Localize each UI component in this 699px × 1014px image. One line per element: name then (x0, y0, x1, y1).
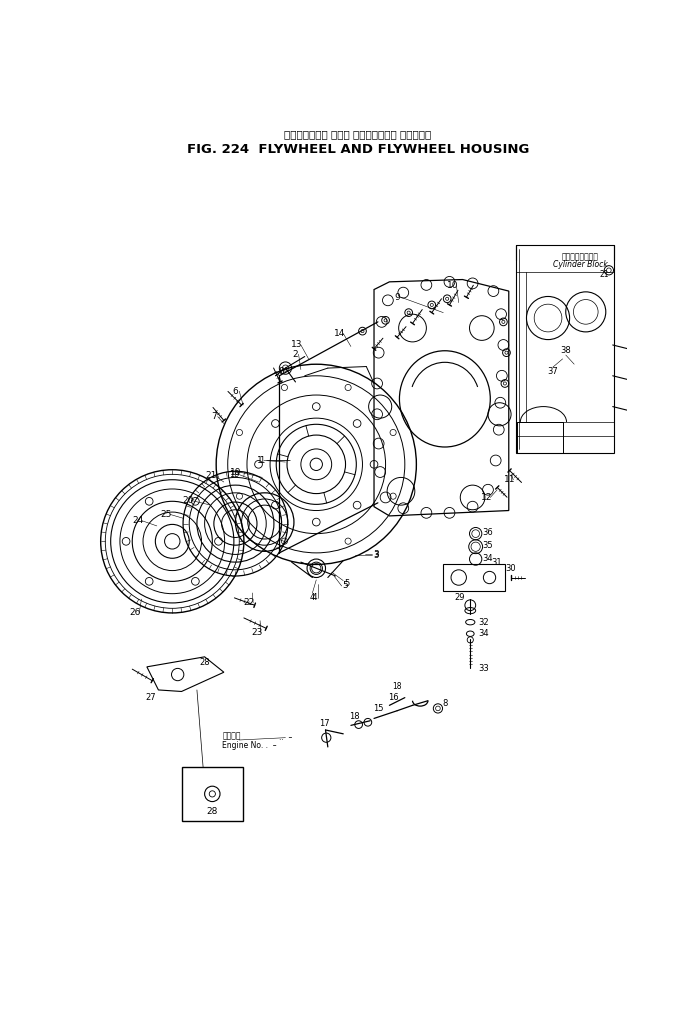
Text: 34: 34 (478, 630, 489, 638)
Text: 33: 33 (478, 664, 489, 673)
Text: 17: 17 (319, 719, 330, 728)
Text: 3: 3 (373, 550, 380, 559)
Text: 13: 13 (291, 341, 303, 350)
Text: 38: 38 (561, 346, 571, 355)
Text: 23: 23 (252, 628, 263, 637)
Text: 1: 1 (259, 456, 264, 465)
Text: 9: 9 (394, 293, 400, 302)
Text: 2: 2 (292, 350, 298, 359)
Text: FIG. 224  FLYWHEEL AND FLYWHEEL HOUSING: FIG. 224 FLYWHEEL AND FLYWHEEL HOUSING (187, 143, 529, 156)
Text: 14: 14 (333, 329, 345, 338)
Text: 4: 4 (311, 593, 317, 602)
Text: 6: 6 (233, 386, 238, 395)
Text: 29: 29 (454, 593, 465, 602)
Text: 20: 20 (182, 496, 194, 505)
Text: 24: 24 (132, 516, 143, 525)
Text: 11: 11 (504, 476, 515, 485)
Text: 5: 5 (343, 581, 348, 590)
Text: 34: 34 (482, 554, 493, 563)
Text: 31: 31 (491, 558, 502, 567)
Text: 18: 18 (350, 713, 360, 721)
Text: 適用番号: 適用番号 (222, 732, 241, 740)
Text: 5: 5 (345, 579, 350, 588)
Text: 18: 18 (392, 682, 402, 692)
Text: 12: 12 (481, 493, 492, 502)
Text: 8: 8 (442, 700, 447, 709)
Text: 4: 4 (310, 593, 315, 602)
Text: 32: 32 (478, 618, 489, 627)
Text: Cylinder Block: Cylinder Block (553, 260, 607, 269)
Text: 21: 21 (600, 270, 609, 279)
Text: 28: 28 (207, 807, 218, 816)
Text: フライホイール および フライホイール ハウジング: フライホイール および フライホイール ハウジング (284, 129, 431, 139)
Text: シリンダブロック: シリンダブロック (562, 251, 599, 261)
Text: 30: 30 (506, 564, 517, 573)
Text: 36: 36 (482, 527, 493, 536)
Text: 21: 21 (205, 472, 217, 481)
Text: Engine No. .  –: Engine No. . – (222, 741, 277, 750)
Text: 19: 19 (229, 469, 239, 479)
Text: 19: 19 (230, 467, 241, 477)
Text: 27: 27 (145, 694, 156, 702)
Text: 3: 3 (374, 551, 379, 560)
Text: 1: 1 (257, 456, 263, 465)
Text: ..  –: .. – (279, 733, 292, 742)
Text: 35: 35 (482, 540, 493, 550)
Text: 25: 25 (161, 510, 172, 519)
Text: 7: 7 (211, 412, 217, 421)
Text: 22: 22 (244, 598, 255, 607)
Text: 28: 28 (199, 658, 210, 667)
Text: 16: 16 (388, 694, 398, 702)
Text: 10: 10 (447, 281, 459, 290)
Text: 37: 37 (547, 367, 558, 376)
Text: 8: 8 (279, 367, 284, 376)
Text: 15: 15 (373, 704, 383, 713)
Text: 26: 26 (129, 608, 141, 618)
